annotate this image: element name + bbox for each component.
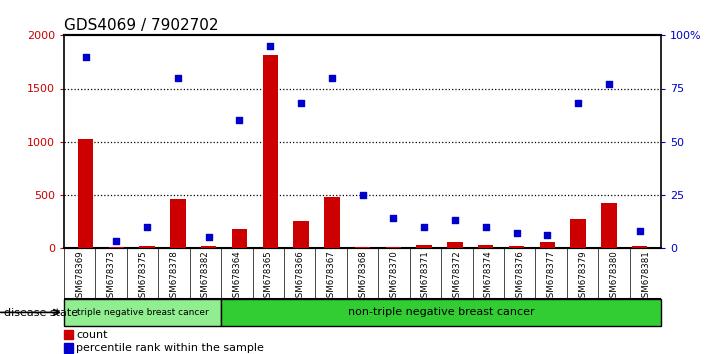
Bar — [64, 299, 221, 326]
Bar — [417, 245, 432, 248]
Text: percentile rank within the sample: percentile rank within the sample — [76, 343, 264, 353]
Point — [603, 81, 614, 87]
Text: GSM678380: GSM678380 — [609, 250, 619, 303]
Text: non-triple negative breast cancer: non-triple negative breast cancer — [348, 307, 535, 318]
Text: GSM678379: GSM678379 — [578, 250, 587, 303]
Bar — [602, 203, 616, 248]
Point — [172, 75, 183, 81]
Point — [634, 228, 646, 234]
Point — [542, 232, 553, 238]
Point — [295, 101, 306, 106]
Point — [449, 217, 461, 223]
Bar — [221, 299, 661, 326]
Text: GSM678370: GSM678370 — [390, 250, 399, 303]
Text: GSM678382: GSM678382 — [201, 250, 210, 303]
Point — [357, 192, 368, 198]
Text: GSM678366: GSM678366 — [295, 250, 304, 303]
Bar — [201, 246, 216, 248]
Bar — [385, 247, 401, 248]
Text: GSM678377: GSM678377 — [547, 250, 556, 303]
Point — [234, 118, 245, 123]
Point — [111, 239, 122, 244]
Bar — [540, 242, 555, 248]
Text: GSM678369: GSM678369 — [75, 250, 84, 303]
Text: GSM678371: GSM678371 — [421, 250, 430, 303]
Text: GSM678368: GSM678368 — [358, 250, 367, 303]
Bar — [109, 247, 124, 248]
Text: GSM678367: GSM678367 — [326, 250, 336, 303]
Bar — [324, 197, 340, 248]
Bar — [447, 242, 463, 248]
Text: GSM678378: GSM678378 — [169, 250, 178, 303]
Text: GSM678374: GSM678374 — [484, 250, 493, 303]
Bar — [77, 139, 93, 248]
Point — [80, 54, 91, 59]
Point — [264, 43, 276, 49]
Point — [141, 224, 153, 229]
Text: GSM678372: GSM678372 — [452, 250, 461, 303]
Bar — [632, 246, 648, 248]
Point — [480, 224, 491, 229]
Text: triple negative breast cancer: triple negative breast cancer — [77, 308, 208, 317]
Text: disease state: disease state — [4, 308, 77, 318]
Text: GSM678381: GSM678381 — [641, 250, 650, 303]
Point — [387, 215, 399, 221]
Point — [419, 224, 430, 229]
Bar — [478, 245, 493, 248]
Point — [510, 230, 522, 236]
Bar — [262, 55, 278, 248]
Text: GSM678373: GSM678373 — [107, 250, 116, 303]
Bar — [355, 247, 370, 248]
Bar — [64, 330, 73, 339]
Bar — [232, 229, 247, 248]
Text: count: count — [76, 330, 108, 340]
Text: GSM678375: GSM678375 — [138, 250, 147, 303]
Text: GSM678365: GSM678365 — [264, 250, 273, 303]
Bar — [170, 199, 186, 248]
Text: GSM678364: GSM678364 — [232, 250, 241, 303]
Bar — [64, 343, 73, 353]
Bar — [509, 246, 524, 248]
Bar — [139, 246, 155, 248]
Bar — [294, 221, 309, 248]
Point — [326, 75, 338, 81]
Point — [203, 234, 215, 240]
Bar — [570, 219, 586, 248]
Text: GDS4069 / 7902702: GDS4069 / 7902702 — [64, 18, 218, 33]
Point — [572, 101, 584, 106]
Text: GSM678376: GSM678376 — [515, 250, 524, 303]
